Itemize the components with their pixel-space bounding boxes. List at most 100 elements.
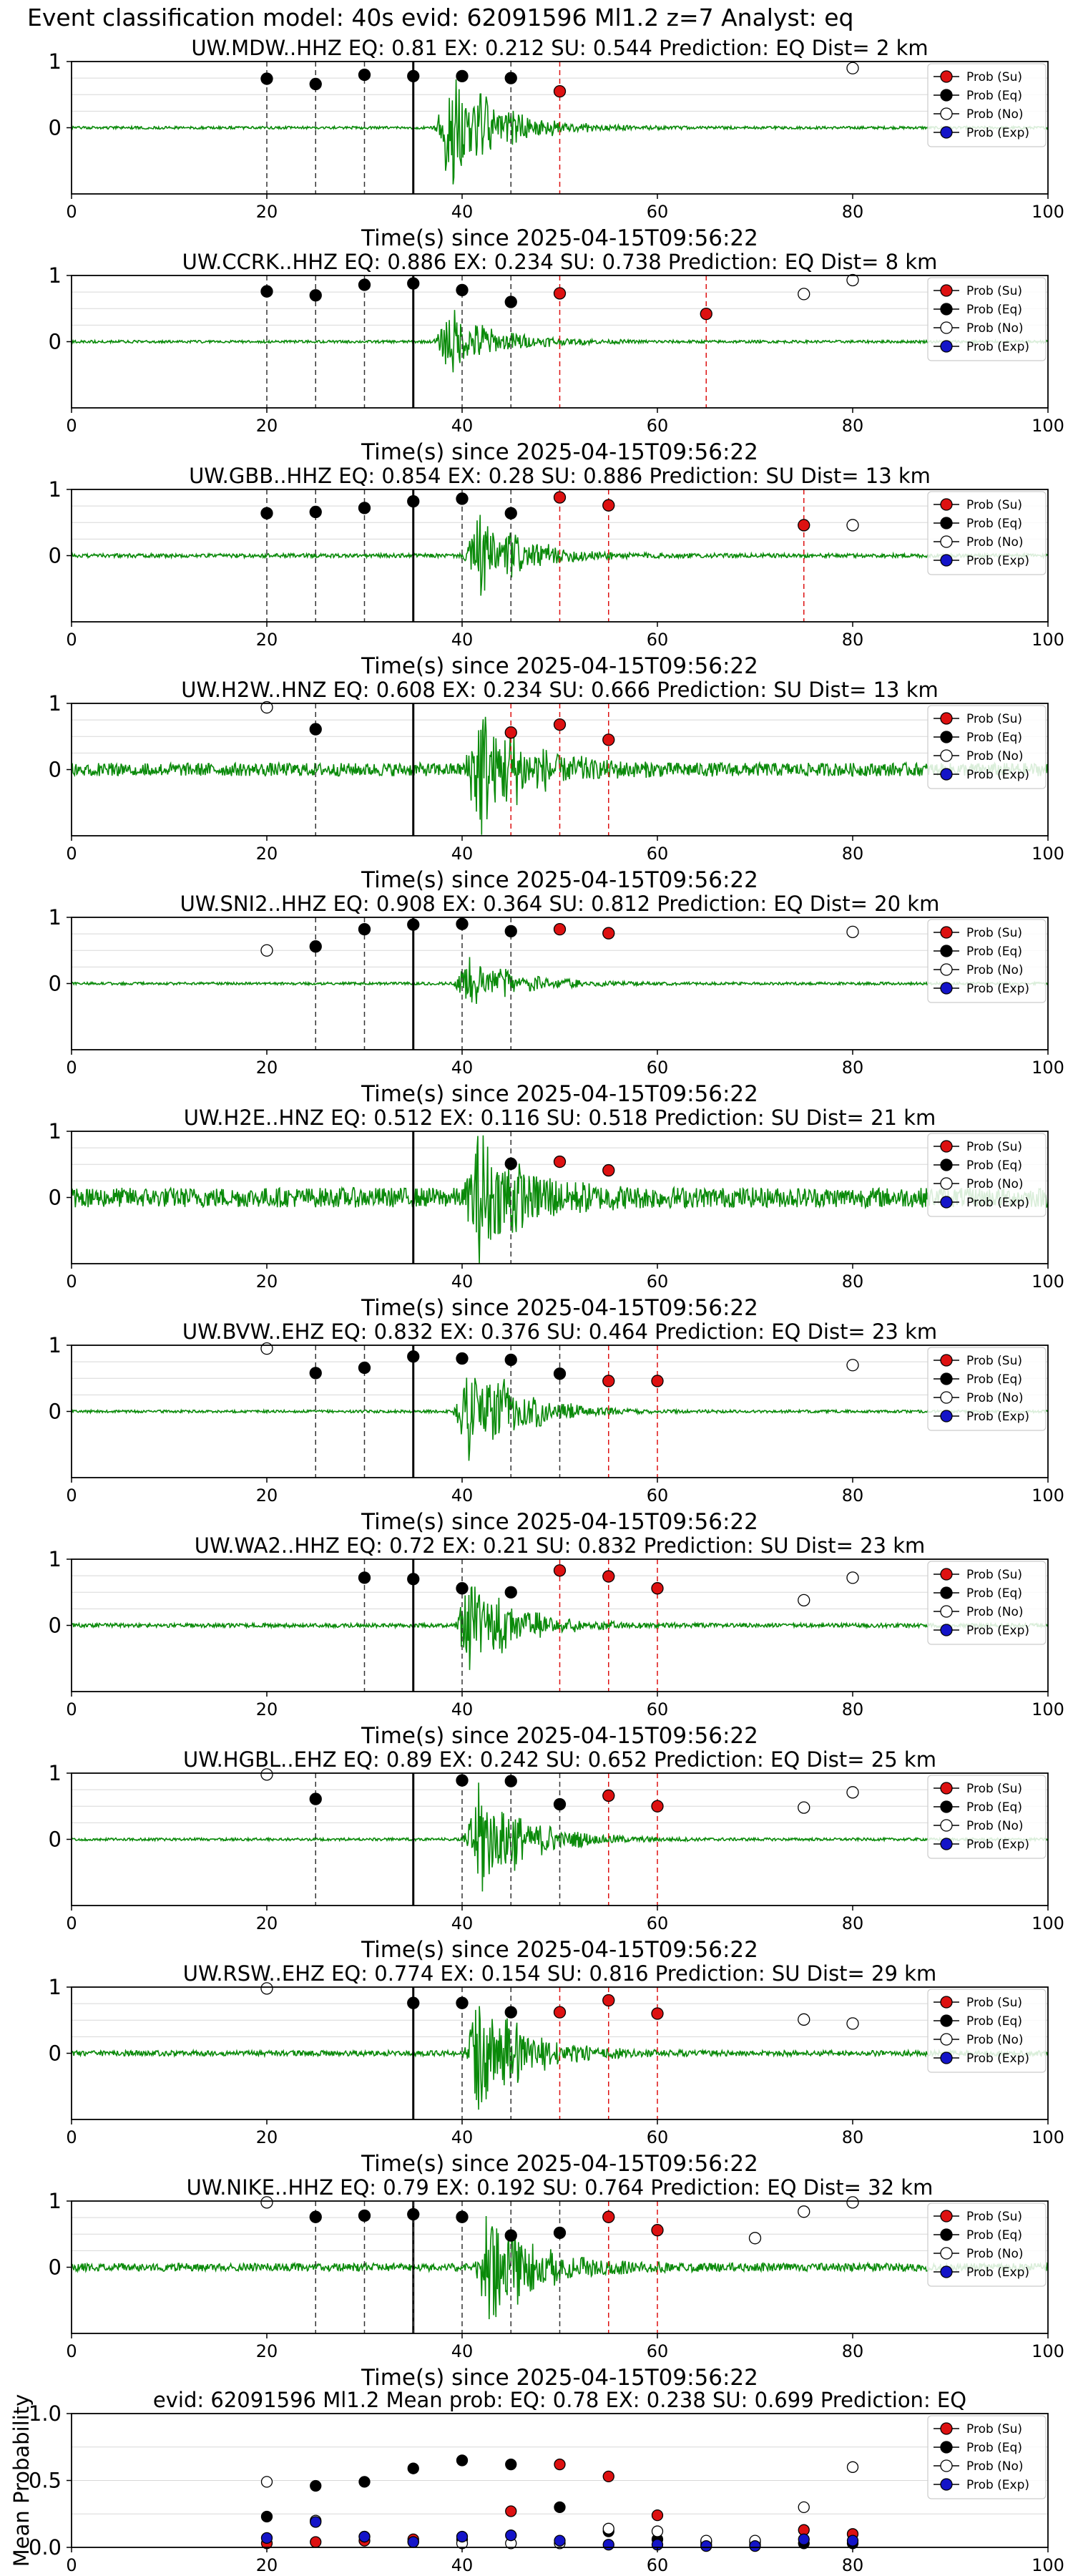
y-tick-label: 1 [49, 477, 62, 502]
legend-marker-exp [940, 1196, 953, 1209]
point-exp [749, 2540, 761, 2552]
x-tick-label: 80 [842, 202, 864, 222]
x-tick-label: 0 [66, 2127, 77, 2147]
point-no [798, 2205, 810, 2218]
point-exp [602, 2539, 614, 2551]
point-exp [310, 2516, 322, 2528]
x-tick-label: 20 [256, 1913, 278, 1933]
x-axis-label: Time(s) since 2025-04-15T09:56:22 [361, 439, 758, 465]
x-tick-label: 80 [842, 2341, 864, 2361]
x-tick-label: 60 [647, 416, 669, 436]
legend-marker-exp [940, 1410, 953, 1423]
legend-marker-exp [940, 2478, 953, 2491]
y-tick-label: 0 [49, 1614, 62, 1638]
point-no [798, 1801, 810, 1814]
x-axis-label: Time(s) since 2025-04-15T09:56:22 [361, 653, 758, 679]
waveform-trace [71, 2006, 1049, 2110]
point-exp [358, 2530, 371, 2543]
point-no [798, 2501, 810, 2514]
point-su [602, 1994, 615, 2007]
legend-label: Prob (No) [966, 963, 1024, 977]
legend-marker-su [940, 70, 953, 83]
legend: Prob (Su) Prob (Eq) Prob (No) Prob (Exp) [927, 1133, 1047, 1217]
station-panel-11: UW.NIKE..HHZ EQ: 0.79 EX: 0.192 SU: 0.76… [49, 2175, 1064, 2391]
x-tick-label: 100 [1032, 416, 1064, 436]
point-eq [407, 918, 420, 931]
x-axis-label: Time(s) since 2025-04-15T09:56:22 [361, 225, 758, 251]
x-tick-label: 60 [647, 2341, 669, 2361]
point-exp [505, 2529, 517, 2542]
x-axis-label: Time(s) since 2025-04-15T09:56:22 [361, 1295, 758, 1321]
x-axis-label: Time(s) since 2025-04-15T09:56:22 [361, 1509, 758, 1535]
x-tick-label: 100 [1032, 1485, 1064, 1506]
point-su [553, 2006, 567, 2019]
station-panel-6: UW.H2E..HNZ EQ: 0.512 EX: 0.116 SU: 0.51… [49, 1106, 1064, 1321]
point-no [846, 62, 859, 74]
legend-box [927, 1989, 1047, 2073]
legend-label: Prob (No) [966, 2033, 1024, 2047]
legend-label: Prob (Su) [966, 2422, 1022, 2436]
waveform-trace [71, 1586, 1049, 1670]
legend-marker-su [940, 284, 953, 297]
x-tick-label: 20 [256, 2341, 278, 2361]
point-eq [407, 1996, 420, 2009]
legend-label: Prob (No) [966, 321, 1024, 336]
legend-marker-exp [940, 1838, 953, 1850]
point-eq [407, 277, 420, 290]
point-exp [846, 2534, 859, 2547]
point-no [846, 1786, 859, 1799]
legend-label: Prob (Su) [966, 926, 1022, 940]
point-su [553, 1564, 567, 1577]
point-exp [407, 2536, 419, 2548]
x-tick-label: 0 [66, 844, 77, 864]
legend-label: Prob (Exp) [966, 1196, 1029, 1210]
y-tick-label: 1 [49, 691, 62, 716]
legend-marker-su [940, 498, 953, 511]
x-tick-label: 20 [256, 844, 278, 864]
panel-title: UW.NIKE..HHZ EQ: 0.79 EX: 0.192 SU: 0.76… [187, 2175, 934, 2200]
x-tick-label: 80 [842, 2127, 864, 2147]
point-eq [358, 502, 371, 514]
x-tick-label: 40 [451, 1058, 474, 1078]
panel-title: UW.H2W..HNZ EQ: 0.608 EX: 0.234 SU: 0.66… [181, 678, 939, 702]
legend-marker-no [940, 963, 953, 976]
x-tick-label: 80 [842, 630, 864, 650]
legend-marker-eq [940, 1372, 953, 1385]
point-eq [553, 2226, 567, 2240]
panel-title: UW.H2E..HNZ EQ: 0.512 EX: 0.116 SU: 0.51… [184, 1106, 936, 1130]
legend-box [927, 919, 1047, 1003]
x-tick-label: 80 [842, 416, 864, 436]
legend-marker-eq [940, 2441, 953, 2454]
x-tick-label: 100 [1032, 1699, 1064, 1719]
y-tick-label: 0 [49, 330, 62, 354]
point-su [553, 84, 567, 98]
point-eq [260, 507, 273, 519]
legend-marker-no [940, 321, 953, 334]
x-tick-label: 100 [1032, 844, 1064, 864]
panel-title: UW.RSW..EHZ EQ: 0.774 EX: 0.154 SU: 0.81… [183, 1961, 936, 1986]
y-tick-label: 1 [49, 1333, 62, 1357]
station-panel-10: UW.RSW..EHZ EQ: 0.774 EX: 0.154 SU: 0.81… [49, 1961, 1064, 2177]
x-tick-label: 40 [451, 416, 474, 436]
point-su [602, 499, 615, 512]
point-su [798, 519, 810, 532]
legend-label: Prob (Su) [966, 284, 1022, 298]
y-tick-label: 0.0 [29, 2535, 62, 2560]
legend-marker-eq [940, 517, 953, 530]
station-panel-9: UW.HGBL..EHZ EQ: 0.89 EX: 0.242 SU: 0.65… [49, 1747, 1064, 1963]
legend-marker-exp [940, 1624, 953, 1636]
point-su [602, 1789, 615, 1802]
legend: Prob (Su) Prob (Eq) Prob (No) Prob (Exp) [927, 491, 1047, 575]
point-su [553, 923, 567, 936]
point-no [846, 2461, 859, 2473]
x-tick-label: 80 [842, 1699, 864, 1719]
legend-marker-eq [940, 1800, 953, 1813]
point-no [798, 288, 810, 301]
point-eq [456, 1996, 469, 2009]
legend-box [927, 277, 1047, 361]
x-tick-label: 40 [451, 2555, 474, 2575]
panel-title: UW.WA2..HHZ EQ: 0.72 EX: 0.21 SU: 0.832 … [195, 1533, 926, 1558]
x-tick-label: 0 [66, 202, 77, 222]
point-su [651, 1800, 664, 1813]
legend-marker-su [940, 2422, 953, 2435]
